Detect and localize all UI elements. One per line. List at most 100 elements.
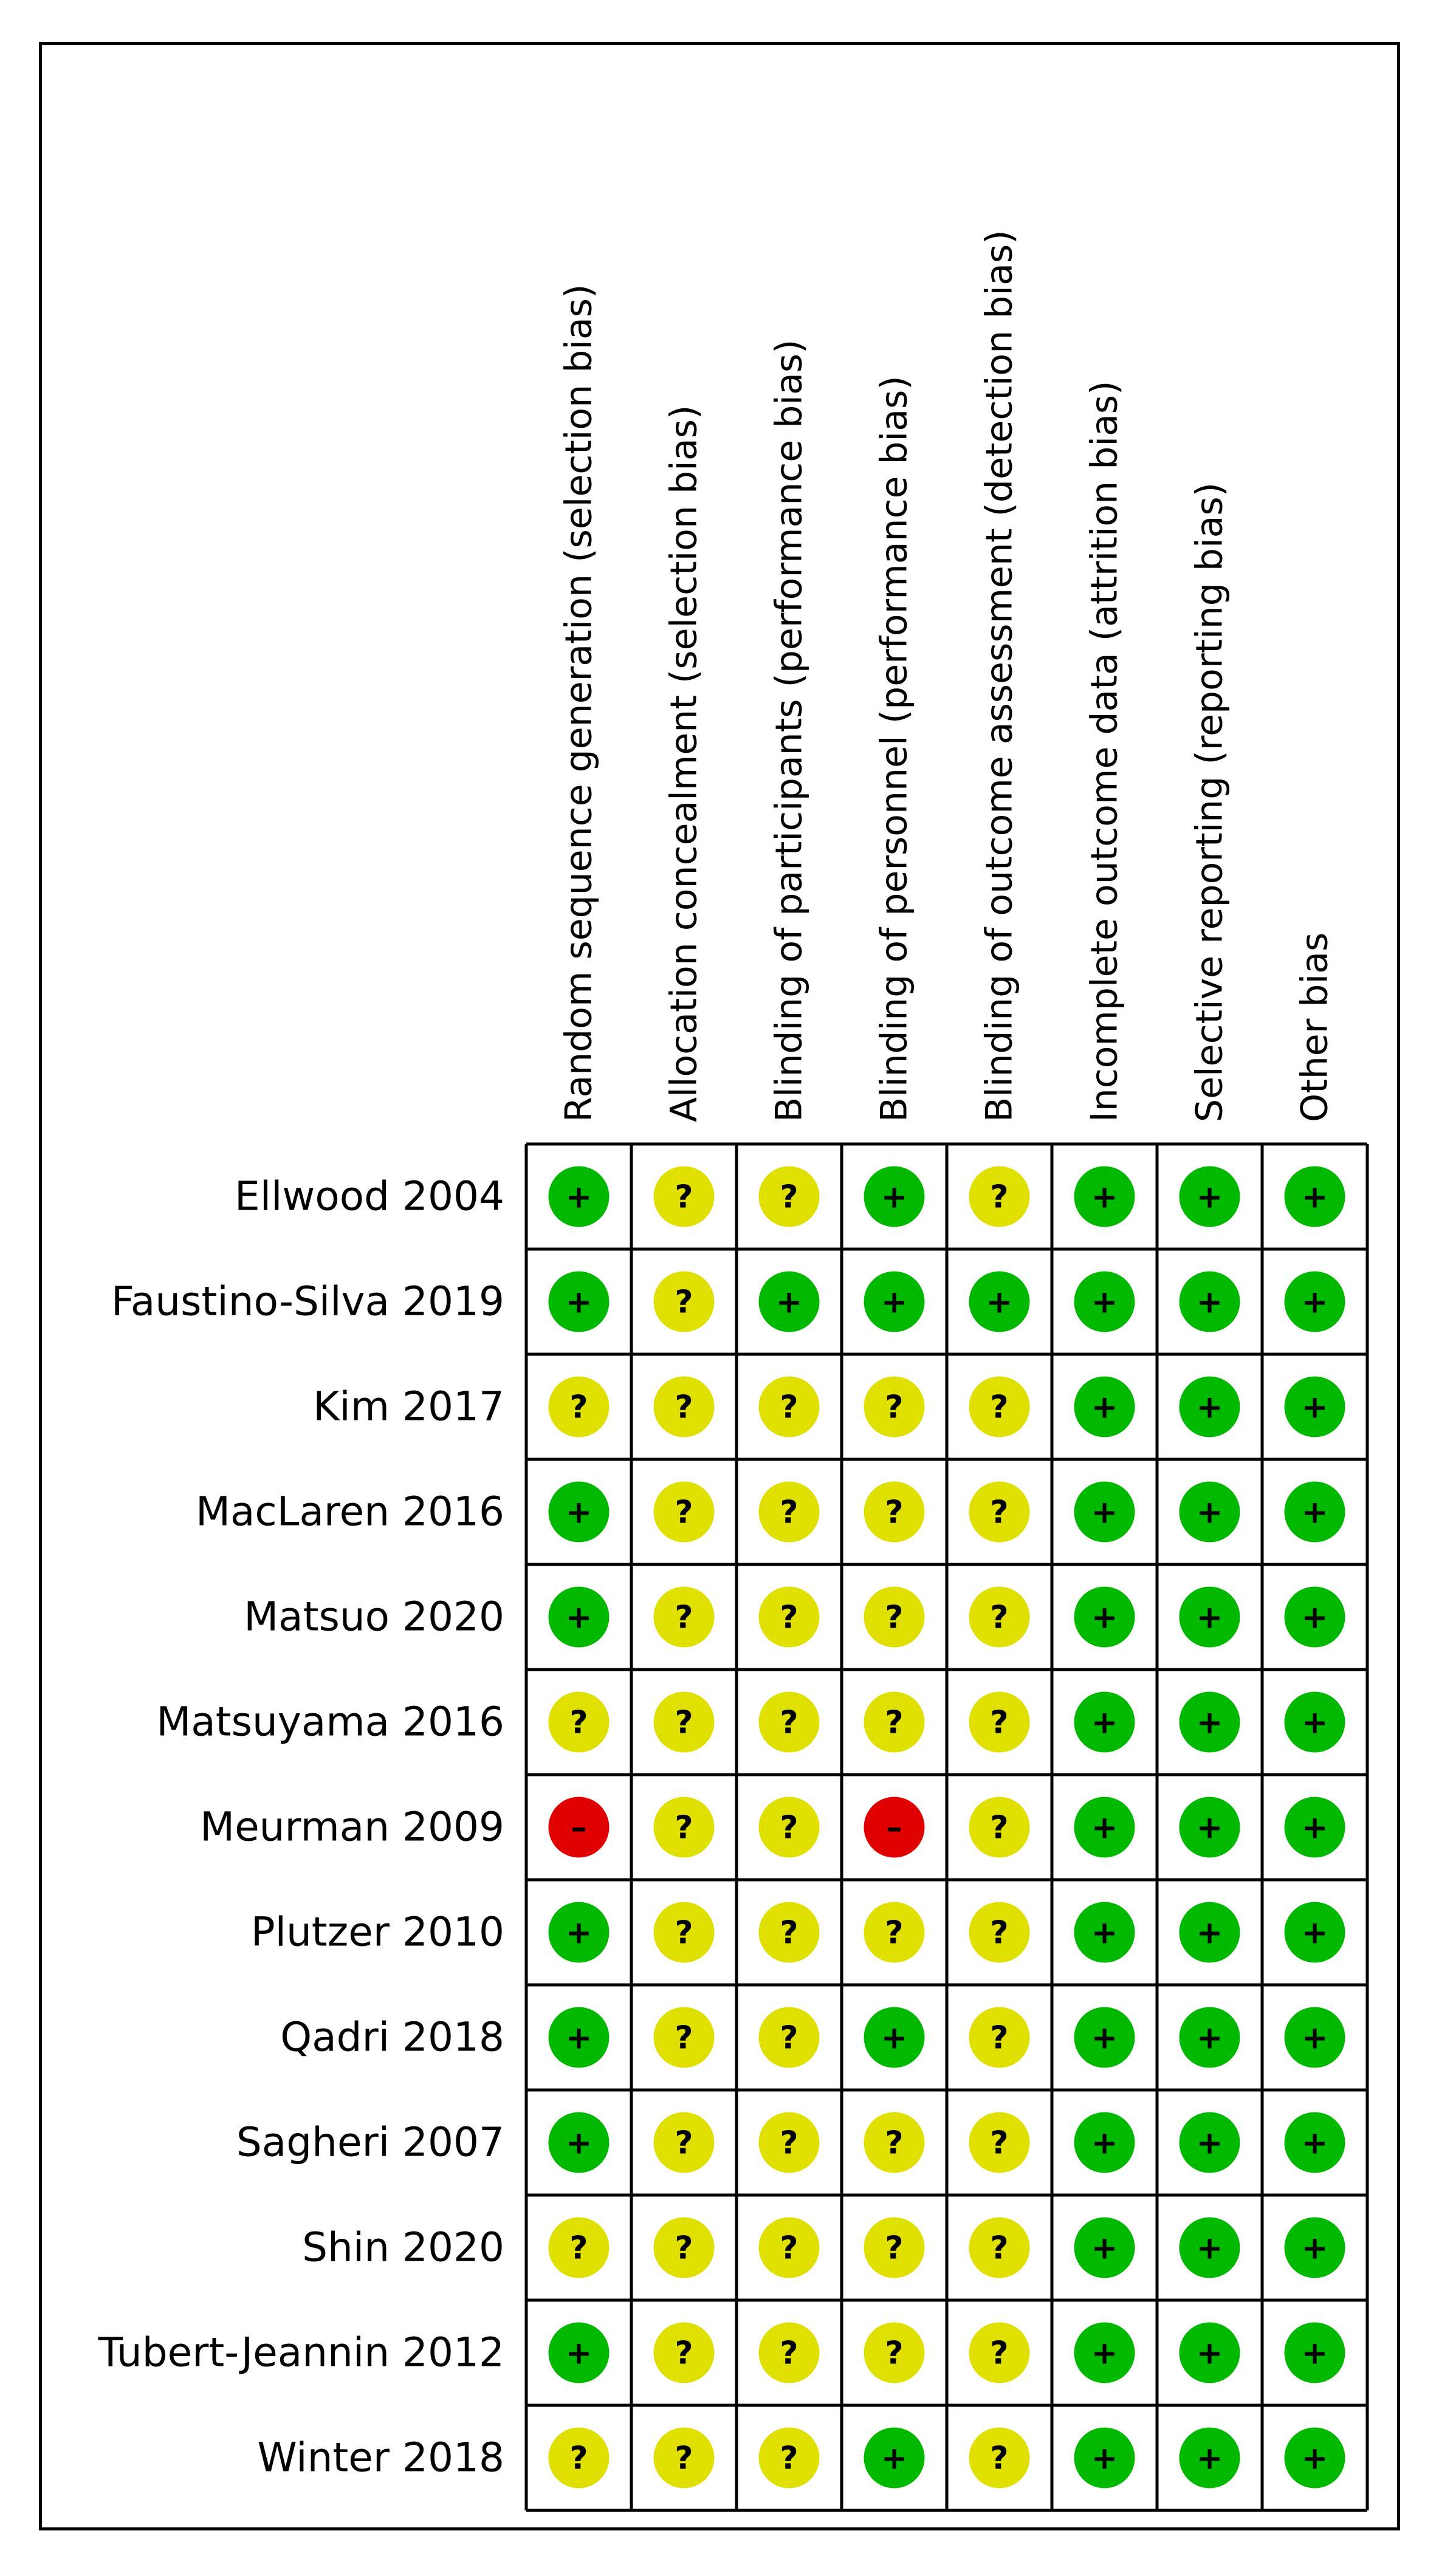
rating-circle <box>969 1166 1030 1227</box>
rating-symbol: ? <box>675 2335 693 2372</box>
rating-symbol: + <box>1302 2230 1328 2267</box>
rating-symbol: ? <box>675 1179 693 1216</box>
study-label: Kim 2017 <box>313 1383 504 1430</box>
study-label: MacLaren 2016 <box>196 1488 504 1535</box>
rating-circle <box>1284 1376 1345 1437</box>
rating-circle <box>548 2007 610 2068</box>
rating-symbol: + <box>1302 2125 1328 2162</box>
rating-circle <box>548 1481 610 1543</box>
rating-symbol: + <box>566 1600 592 1636</box>
rating-circle <box>1284 1271 1345 1332</box>
rating-circle <box>758 1271 820 1332</box>
rating-circle <box>758 1481 820 1543</box>
rating-symbol: + <box>1197 1495 1223 1531</box>
rating-circle <box>758 1902 820 1963</box>
rating-symbol: ? <box>569 2441 588 2477</box>
rating-circle <box>1074 2427 1135 2489</box>
rating-circle <box>864 1376 925 1437</box>
rating-circle <box>548 1902 610 1963</box>
rating-symbol: ? <box>780 2230 798 2267</box>
column-label: Other bias <box>1294 933 1336 1122</box>
rating-symbol: ? <box>885 2335 903 2372</box>
column-labels: Random sequence generation (selection bi… <box>558 230 1336 1122</box>
rating-circle <box>969 1271 1030 1332</box>
rating-symbol: + <box>566 1495 592 1531</box>
rating-circle <box>1179 1586 1240 1648</box>
rating-circle <box>758 2427 820 2489</box>
rating-symbol: + <box>1091 2335 1118 2372</box>
rating-circle <box>969 1797 1030 1858</box>
rating-symbol: + <box>881 1284 908 1321</box>
rating-circle <box>653 1902 715 1963</box>
rating-symbol: + <box>1302 2020 1328 2057</box>
rating-symbol: + <box>1091 1915 1118 1951</box>
rating-circle <box>969 2427 1030 2489</box>
rating-symbol: ? <box>990 1600 1008 1636</box>
rating-symbol: + <box>1302 2441 1328 2477</box>
rating-circle <box>1284 1586 1345 1648</box>
rating-symbol: + <box>1197 1705 1223 1741</box>
rating-circle <box>548 2217 610 2278</box>
rating-symbol: + <box>1302 1810 1328 1846</box>
rating-symbol: + <box>1091 2230 1118 2267</box>
rating-symbol: ? <box>675 2441 693 2477</box>
rating-symbol: ? <box>675 2125 693 2162</box>
rating-circle <box>1284 1902 1345 1963</box>
rating-circle <box>758 2007 820 2068</box>
study-label: Meurman 2009 <box>200 1804 504 1851</box>
column-label: Blinding of personnel (performance bias) <box>873 375 916 1122</box>
rating-symbol: ? <box>885 2230 903 2267</box>
column-label: Allocation concealment (selection bias) <box>663 405 706 1122</box>
rating-symbol: + <box>1091 1389 1118 1426</box>
rating-symbol: + <box>566 2125 592 2162</box>
rating-symbol: + <box>1091 1705 1118 1741</box>
rating-circle <box>1074 2217 1135 2278</box>
rating-circle <box>548 2427 610 2489</box>
rating-symbol: ? <box>780 1915 798 1951</box>
rating-symbol: ? <box>569 2230 588 2267</box>
rating-symbol: + <box>1302 1705 1328 1741</box>
rating-symbol: ? <box>780 1600 798 1636</box>
rating-symbol: ? <box>885 2125 903 2162</box>
rating-circle <box>969 1902 1030 1963</box>
rating-circle <box>653 1271 715 1332</box>
rating-circle <box>1284 1797 1345 1858</box>
rating-symbol: ? <box>675 1389 693 1426</box>
rating-circle <box>864 2217 925 2278</box>
rating-symbol: + <box>1197 1389 1223 1426</box>
rating-symbol: + <box>1197 1284 1223 1321</box>
rating-circle <box>1179 2217 1240 2278</box>
rating-symbol: ? <box>780 2020 798 2057</box>
rating-symbol: ? <box>885 1495 903 1531</box>
rating-symbol: + <box>1302 2335 1328 2372</box>
rating-circle <box>1284 2007 1345 2068</box>
rating-circle <box>864 1166 925 1227</box>
rating-symbol: ? <box>780 1810 798 1846</box>
study-label: Qadri 2018 <box>280 2014 504 2061</box>
rating-circle <box>1179 2112 1240 2173</box>
rating-symbol: ? <box>990 1705 1008 1741</box>
rating-symbol: + <box>1091 2441 1118 2477</box>
rating-symbol: ? <box>675 1915 693 1951</box>
rating-circle <box>1179 1376 1240 1437</box>
rating-circle <box>653 1376 715 1437</box>
rating-circle <box>548 1586 610 1648</box>
rating-circle <box>969 2007 1030 2068</box>
rating-symbol: + <box>1302 1179 1328 1216</box>
rating-circle <box>1284 2427 1345 2489</box>
rating-symbol: ? <box>990 1389 1008 1426</box>
rating-circle <box>1284 1166 1345 1227</box>
rating-symbol: + <box>566 2020 592 2057</box>
rating-symbol: ? <box>885 1915 903 1951</box>
rating-circle <box>548 2112 610 2173</box>
rating-circle <box>548 1376 610 1437</box>
rating-circle <box>653 2322 715 2383</box>
rating-symbol: + <box>1197 2230 1223 2267</box>
rating-circle <box>1284 2322 1345 2383</box>
study-label: Matsuyama 2016 <box>156 1699 504 1745</box>
rating-circle <box>653 1166 715 1227</box>
rating-circle <box>864 2322 925 2383</box>
rating-circle <box>864 1481 925 1543</box>
rating-circle <box>758 1691 820 1753</box>
